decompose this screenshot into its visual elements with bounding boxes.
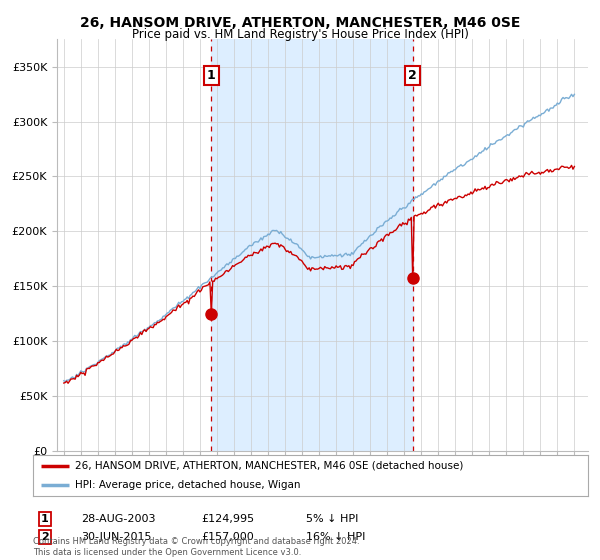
Text: 2: 2: [409, 69, 417, 82]
Text: 26, HANSOM DRIVE, ATHERTON, MANCHESTER, M46 0SE (detached house): 26, HANSOM DRIVE, ATHERTON, MANCHESTER, …: [74, 461, 463, 471]
Text: Price paid vs. HM Land Registry's House Price Index (HPI): Price paid vs. HM Land Registry's House …: [131, 28, 469, 41]
Text: HPI: Average price, detached house, Wigan: HPI: Average price, detached house, Wiga…: [74, 480, 300, 490]
Text: 26, HANSOM DRIVE, ATHERTON, MANCHESTER, M46 0SE: 26, HANSOM DRIVE, ATHERTON, MANCHESTER, …: [80, 16, 520, 30]
Bar: [211, 39, 413, 451]
Text: 30-JUN-2015: 30-JUN-2015: [81, 532, 151, 542]
Text: 5% ↓ HPI: 5% ↓ HPI: [306, 514, 358, 524]
Text: £157,000: £157,000: [201, 532, 254, 542]
Text: 16% ↓ HPI: 16% ↓ HPI: [306, 532, 365, 542]
Text: 2: 2: [41, 532, 49, 542]
Text: Contains HM Land Registry data © Crown copyright and database right 2024.
This d: Contains HM Land Registry data © Crown c…: [33, 537, 359, 557]
Text: 28-AUG-2003: 28-AUG-2003: [81, 514, 155, 524]
Text: 1: 1: [206, 69, 215, 82]
Text: £124,995: £124,995: [201, 514, 254, 524]
Text: 1: 1: [41, 514, 49, 524]
